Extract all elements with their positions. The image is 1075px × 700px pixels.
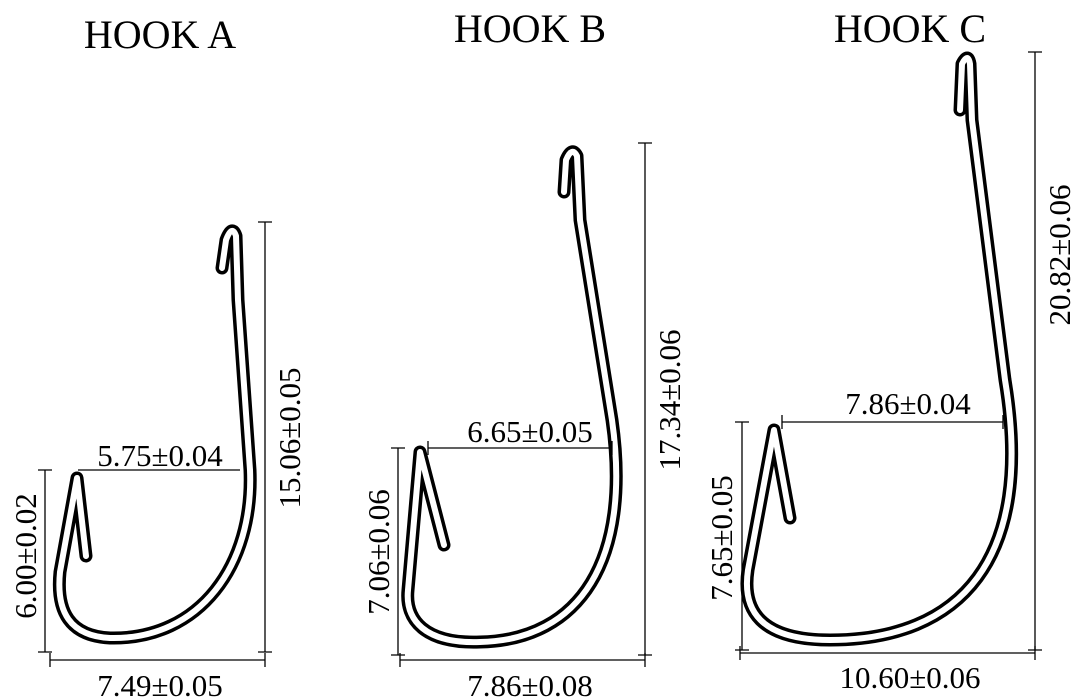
point-height-label: 7.65±0.05 (704, 475, 739, 601)
hook-shape-inner (56, 227, 254, 642)
width-dimension (49, 653, 266, 667)
hook-title: HOOK C (834, 6, 986, 51)
width-label: 10.60±0.06 (839, 660, 980, 695)
hook-shape-inner (404, 148, 620, 646)
height-dimension (1028, 51, 1042, 651)
width-dimension (739, 646, 1036, 660)
gap-label: 7.86±0.04 (845, 386, 971, 421)
height-label: 20.82±0.06 (1042, 184, 1075, 325)
point-height-dimension (38, 469, 52, 653)
point-height-label: 7.06±0.06 (361, 489, 396, 615)
width-dimension (399, 653, 646, 667)
point-height-dimension (391, 447, 405, 656)
hook-title: HOOK A (84, 12, 236, 57)
height-label: 17.34±0.06 (652, 329, 687, 470)
hook-b: HOOK B 17.34±0.06 7.86±0.08 7.06±0.06 6.… (361, 6, 687, 700)
point-height-dimension (735, 421, 749, 651)
hook-shape (740, 51, 1019, 647)
hook-a: HOOK A 15.06±0.05 7.49±0.05 6.00±0.02 5.… (8, 12, 307, 700)
hook-title: HOOK B (454, 6, 606, 51)
height-dimension (258, 221, 272, 653)
height-label: 15.06±0.05 (272, 367, 307, 508)
hook-shape (401, 145, 623, 649)
hook-shape-inner (744, 55, 1015, 643)
width-label: 7.49±0.05 (97, 668, 223, 700)
point-height-label: 6.00±0.02 (8, 493, 43, 619)
gap-dimension (781, 415, 1004, 429)
width-label: 7.86±0.08 (467, 668, 593, 700)
gap-dimension (427, 441, 613, 455)
height-dimension (638, 142, 652, 656)
gap-label: 5.75±0.04 (97, 438, 223, 473)
gap-label: 6.65±0.05 (467, 414, 593, 449)
hook-c: HOOK C 20.82±0.06 10.60±0.06 7.65±0.05 7… (704, 6, 1075, 695)
